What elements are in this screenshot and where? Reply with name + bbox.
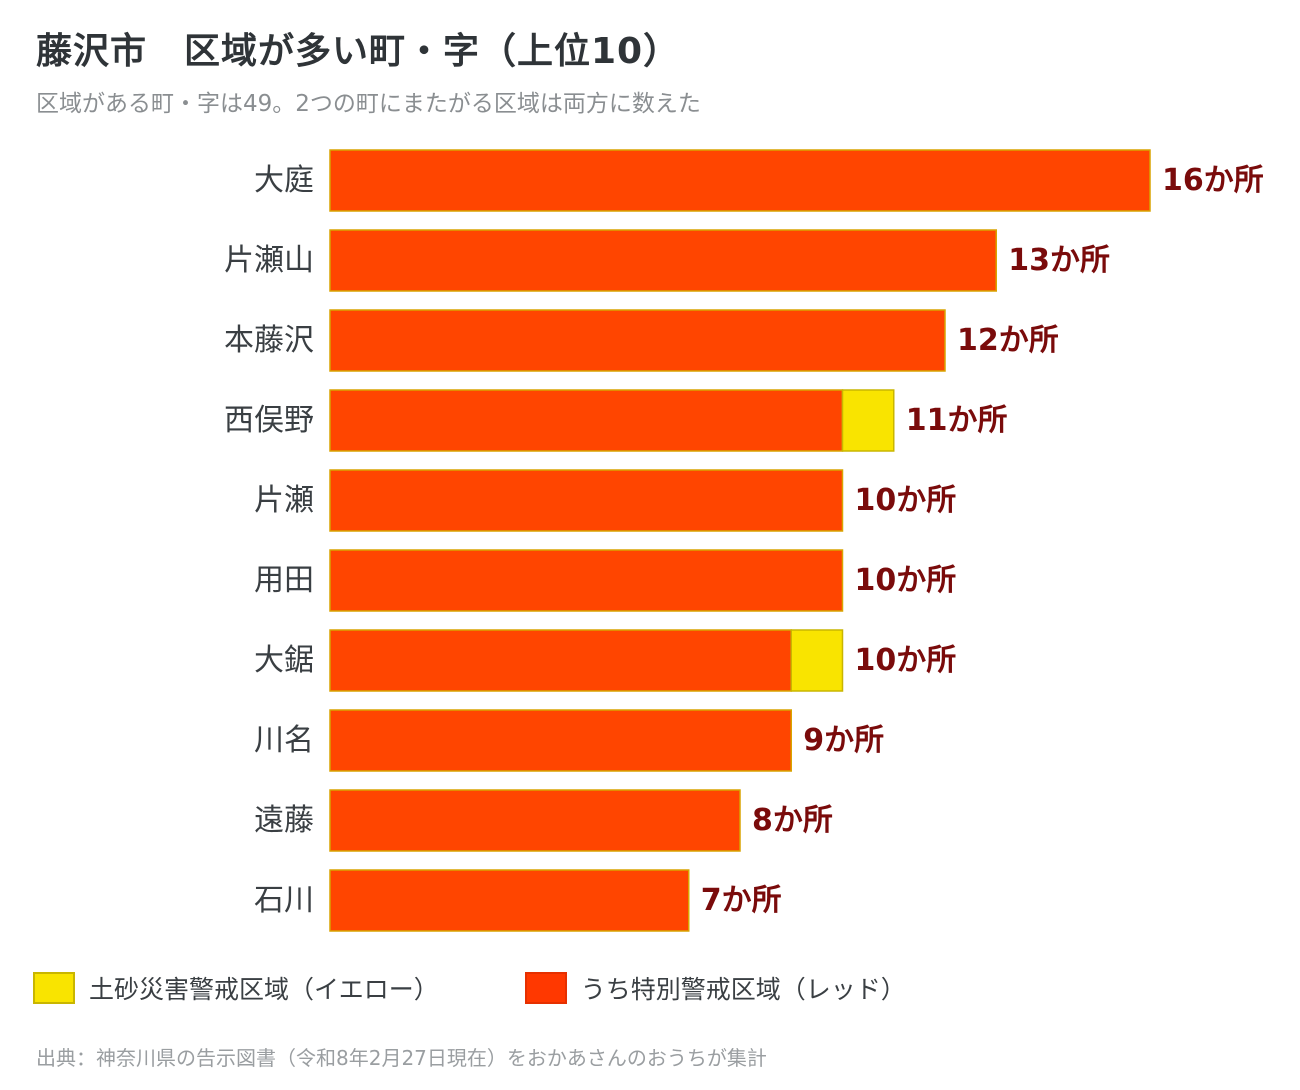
data-label: 13か所 — [1008, 243, 1110, 278]
category-label: 川名 — [254, 723, 314, 758]
data-label: 8か所 — [752, 803, 833, 838]
bar-segment-red — [329, 629, 792, 692]
category-label: 用田 — [254, 563, 314, 598]
legend-item-yellow: 土砂災害警戒区域（イエロー） — [33, 970, 439, 1006]
category-label: 西俣野 — [224, 403, 314, 438]
category-label: 片瀬山 — [224, 243, 314, 278]
bar-segment-yellow — [790, 629, 844, 692]
data-label: 10か所 — [855, 483, 957, 518]
bar-segment-red — [329, 469, 844, 532]
bar-segment-red — [329, 229, 997, 292]
source-note: 出典：神奈川県の告示図書（令和8年2月27日現在）をおかあさんのおうちが集計 — [36, 1046, 767, 1070]
data-label: 16か所 — [1162, 163, 1264, 198]
category-label: 大鋸 — [254, 643, 314, 678]
legend-label-red: うち特別警戒区域（レッド） — [580, 975, 906, 1004]
category-label: 大庭 — [254, 163, 314, 198]
data-label: 11か所 — [906, 403, 1008, 438]
bar-segment-yellow — [841, 389, 895, 452]
legend-swatch-red — [524, 972, 567, 1004]
data-label: 10か所 — [855, 563, 957, 598]
data-label: 9か所 — [803, 723, 884, 758]
bar-segment-red — [329, 709, 792, 772]
chart-title: 藤沢市 区域が多い町・字（上位10） — [36, 31, 681, 72]
bar-segment-red — [329, 389, 844, 452]
category-label: 本藤沢 — [224, 323, 314, 358]
bar-segment-red — [329, 309, 946, 372]
data-label: 12か所 — [957, 323, 1059, 358]
category-label: 片瀬 — [254, 483, 314, 518]
data-label: 7か所 — [701, 883, 782, 918]
legend-swatch-yellow — [33, 972, 75, 1004]
bar-segment-red — [329, 549, 844, 612]
chart-subtitle: 区域がある町・字は49。2つの町にまたがる区域は両方に数えた — [36, 91, 701, 117]
legend: 土砂災害警戒区域（イエロー） うち特別警戒区域（レッド） — [33, 970, 992, 1006]
category-label: 石川 — [254, 883, 314, 918]
bar-segment-red — [329, 789, 741, 852]
data-label: 10か所 — [855, 643, 957, 678]
legend-item-red: うち特別警戒区域（レッド） — [524, 970, 906, 1006]
category-label: 遠藤 — [254, 803, 314, 838]
legend-label-yellow: 土砂災害警戒区域（イエロー） — [89, 975, 439, 1004]
bar-segment-red — [329, 869, 690, 932]
bar-segment-red — [329, 149, 1151, 212]
